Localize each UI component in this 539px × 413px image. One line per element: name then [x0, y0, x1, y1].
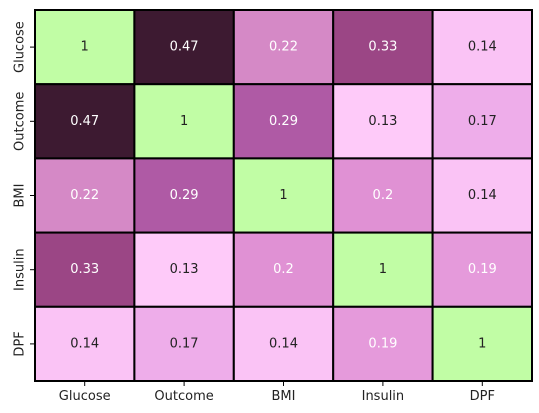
y-tick-label-bmi: BMI — [13, 184, 28, 208]
cell-value-label: 1 — [478, 336, 486, 351]
cell-value-label: 0.47 — [70, 114, 99, 129]
heatmap-cell-insulin-outcome — [133, 231, 235, 308]
cell-value-label: 0.19 — [468, 262, 497, 277]
cell-value-label: 0.33 — [70, 262, 99, 277]
heatmap-cell-insulin-glucose — [34, 231, 136, 308]
y-tick-label-glucose: Glucose — [13, 21, 28, 73]
cell-value-label: 0.33 — [368, 40, 397, 55]
cell-value-label: 0.19 — [368, 336, 397, 351]
heatmap-cell-outcome-bmi — [232, 83, 335, 160]
x-tick-label-dpf: DPF — [470, 389, 495, 404]
x-tick-label-insulin: Insulin — [362, 389, 405, 404]
y-tick-label-outcome: Outcome — [13, 92, 28, 151]
heatmap-cell-outcome-glucose — [34, 83, 136, 160]
cell-value-label: 0.13 — [368, 114, 397, 129]
heatmap-cell-glucose-outcome — [133, 9, 235, 86]
heatmap-cell-labels: 1 0.47 0.22 0.33 0.14 0.47 1 0.29 0.13 0.17 0.22 0.… — [70, 40, 497, 352]
y-axis: Glucose Outcome BMI Insulin DPF — [13, 21, 34, 357]
cell-value-label: 0.14 — [269, 336, 298, 351]
cell-value-label: 0.22 — [70, 188, 99, 203]
cell-value-label: 0.29 — [170, 188, 199, 203]
x-tick-label-outcome: Outcome — [154, 389, 213, 404]
heatmap-cell-dpf-outcome — [133, 305, 235, 382]
heatmap-cell-outcome-dpf — [431, 83, 534, 160]
cell-value-label: 0.13 — [170, 262, 199, 277]
heatmap-cell-insulin-bmi — [232, 231, 335, 308]
x-tick-label-bmi: BMI — [272, 389, 296, 404]
x-tick-label-glucose: Glucose — [59, 389, 111, 404]
cell-value-label: 0.17 — [468, 114, 497, 129]
cell-value-label: 0.29 — [269, 114, 298, 129]
cell-value-label: 1 — [279, 188, 287, 203]
y-tick-label-dpf: DPF — [13, 331, 28, 356]
heatmap-cell-dpf-bmi — [232, 305, 335, 382]
heatmap-cells — [34, 9, 534, 382]
heatmap-cell-dpf-glucose — [34, 305, 136, 382]
cell-value-label: 0.14 — [468, 40, 497, 55]
heatmap-cell-insulin-dpf — [431, 231, 534, 308]
heatmap-cell-glucose-glucose — [34, 9, 136, 86]
cell-value-label: 0.47 — [170, 40, 199, 55]
cell-value-label: 0.2 — [373, 188, 394, 203]
heatmap-cell-bmi-insulin — [332, 157, 434, 234]
cell-value-label: 0.17 — [170, 336, 199, 351]
heatmap-cell-dpf-dpf — [431, 305, 534, 382]
cell-value-label: 0.2 — [273, 262, 294, 277]
cell-value-label: 0.22 — [269, 40, 298, 55]
x-axis: Glucose Outcome BMI Insulin DPF — [59, 382, 495, 404]
heatmap-cell-insulin-insulin — [332, 231, 434, 308]
heatmap-cell-bmi-outcome — [133, 157, 235, 234]
cell-value-label: 1 — [180, 114, 188, 129]
cell-value-label: 0.14 — [468, 188, 497, 203]
cell-value-label: 1 — [81, 40, 89, 55]
cell-value-label: 1 — [379, 262, 387, 277]
cell-value-label: 0.14 — [70, 336, 99, 351]
y-tick-label-insulin: Insulin — [13, 248, 28, 291]
